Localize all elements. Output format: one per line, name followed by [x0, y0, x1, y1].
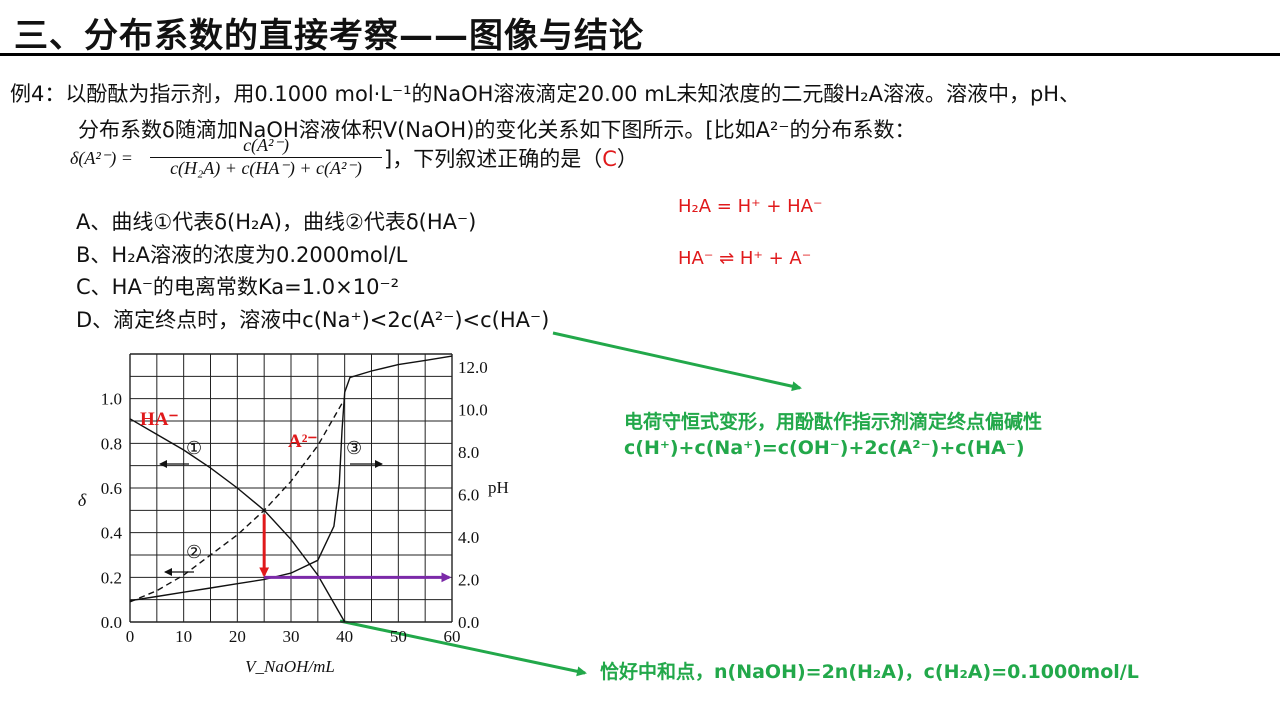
- curve-2-label: ②: [186, 542, 202, 562]
- y-left-tick-label: 0.8: [101, 434, 122, 453]
- x-tick-label: 0: [126, 627, 135, 646]
- a2-species-label: A²⁻: [288, 431, 317, 452]
- y-right-tick-label: 10.0: [458, 400, 488, 419]
- y-left-tick-label: 0.0: [101, 613, 122, 632]
- curve-1-label: ①: [186, 438, 202, 458]
- x-tick-label: 30: [283, 627, 300, 646]
- y-right-tick-label: 6.0: [458, 485, 479, 504]
- y-right-axis-label: pH: [488, 478, 509, 497]
- y-right-tick-label: 0.0: [458, 613, 479, 632]
- curve-3-label: ③: [346, 438, 362, 458]
- x-tick-label: 10: [175, 627, 192, 646]
- y-right-tick-label: 8.0: [458, 443, 479, 462]
- ha-species-label: HA⁻: [140, 409, 179, 430]
- y-right-tick-label: 12.0: [458, 358, 488, 377]
- y-left-axis-label: δ: [78, 490, 87, 510]
- y-right-tick-label: 2.0: [458, 570, 479, 589]
- y-left-tick-label: 0.2: [101, 568, 122, 587]
- y-left-tick-label: 0.6: [101, 479, 122, 498]
- y-right-tick-label: 4.0: [458, 528, 479, 547]
- y-left-tick-label: 0.4: [101, 524, 123, 543]
- x-axis-label: V_NaOH/mL: [245, 657, 335, 676]
- x-tick-label: 20: [229, 627, 246, 646]
- y-left-tick-label: 1.0: [101, 390, 122, 409]
- x-tick-label: 50: [390, 627, 407, 646]
- x-tick-label: 40: [336, 627, 353, 646]
